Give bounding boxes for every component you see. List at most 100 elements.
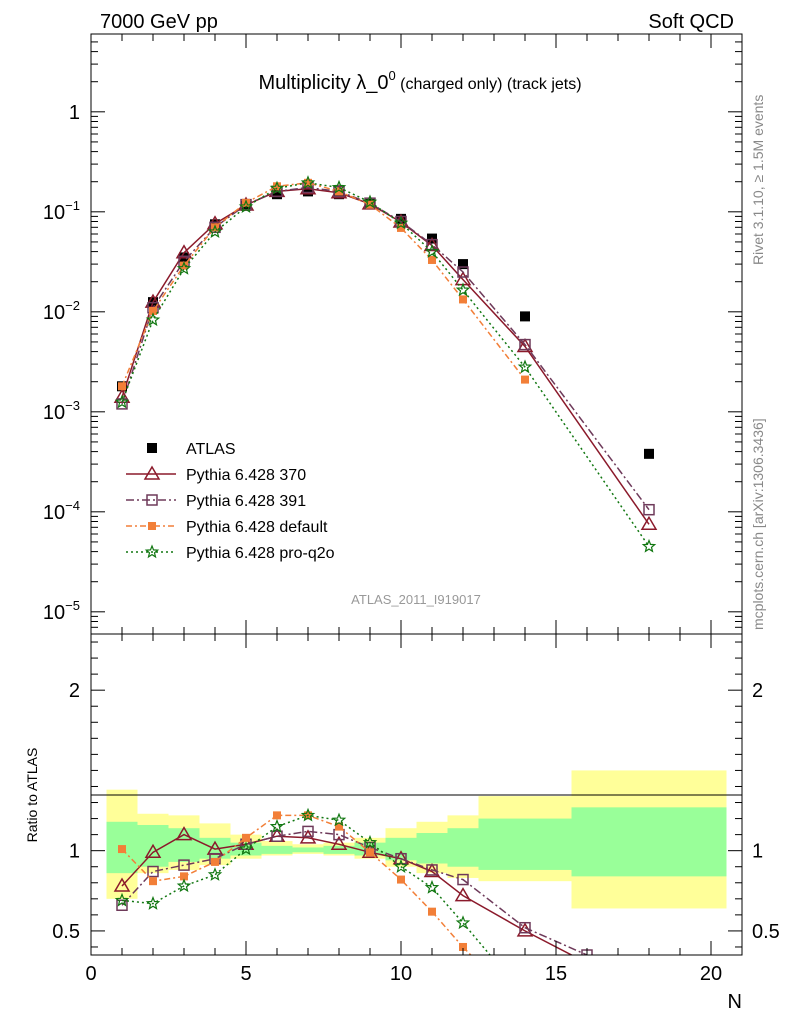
data-point (272, 189, 282, 200)
data-point (331, 179, 347, 194)
main-ytick-label: 10−1 (43, 198, 80, 224)
ratio-point (454, 887, 472, 902)
data-point (424, 243, 440, 258)
x-axis-label: N (728, 991, 742, 1013)
main-ytick-exp: −3 (65, 398, 80, 413)
main-ytick-label: 10−3 (43, 398, 80, 424)
band-inner (478, 818, 572, 870)
ratio-point (116, 899, 128, 911)
x-tick-label: 20 (700, 963, 722, 985)
main-ytick-base: 10 (43, 602, 65, 624)
mcplots-label: mcplots.cern.ch [arXiv:1306.3436] (750, 418, 766, 630)
ratio-ylabel: Ratio to ATLAS (24, 748, 40, 843)
ratio-series-clip (113, 807, 593, 955)
main-ytick-base: 1 (69, 102, 80, 124)
ratio-point (428, 907, 436, 916)
ratio-point (178, 859, 190, 871)
ratio-point (366, 848, 374, 857)
ratio-point (331, 812, 347, 827)
ratio-point (395, 852, 407, 865)
ratio-point (242, 833, 250, 842)
ratio-point (273, 811, 281, 820)
ratio-point (300, 807, 316, 822)
ratio-point (145, 895, 161, 910)
legend-label: Pythia 6.428 default (186, 519, 328, 536)
data-point (335, 187, 343, 196)
data-point (118, 382, 126, 391)
band-inner (292, 847, 324, 853)
title-sup: 0 (388, 68, 395, 83)
data-point (242, 198, 250, 207)
data-point (303, 186, 313, 197)
ratio-point (397, 875, 405, 884)
ratio-point (335, 822, 343, 831)
ratio-point (330, 835, 348, 851)
main-series (113, 175, 658, 553)
ratio-point (459, 942, 467, 951)
data-point (300, 175, 316, 190)
data-point (458, 259, 468, 270)
legend-marker (143, 465, 161, 480)
x-tick-label: 5 (240, 963, 251, 985)
main-ytick-base: 10 (43, 502, 65, 524)
data-point (114, 394, 130, 409)
x-tick-label: 0 (85, 963, 96, 985)
title-main: Multiplicity λ_0 (258, 72, 388, 94)
series-4 (114, 175, 657, 553)
data-point (520, 311, 530, 322)
main-title: Multiplicity λ_00 (charged only) (track … (258, 68, 581, 94)
data-point (521, 375, 529, 384)
ratio-point (238, 841, 254, 856)
ratio-frame (90, 633, 743, 956)
ratio-point (211, 857, 219, 866)
legend-label: Pythia 6.428 391 (186, 493, 306, 510)
data-point (333, 185, 345, 198)
series-3 (118, 178, 529, 391)
ratio-point (302, 825, 314, 838)
main-ytick-base: 10 (43, 202, 65, 224)
analysis-label: ATLAS_2011_I919017 (351, 592, 481, 607)
data-point (269, 180, 285, 195)
ratio-bands (106, 770, 727, 909)
title-tail: (charged only) (track jets) (396, 76, 582, 93)
legend-label: ATLAS (186, 441, 236, 458)
data-point (641, 538, 657, 553)
main-panel: 110−110−210−310−410−5 Multiplicity λ_00 … (43, 33, 743, 635)
legend-label: Pythia 6.428 370 (186, 467, 306, 484)
data-point (175, 244, 193, 259)
ratio-point (144, 843, 162, 859)
data-point (207, 224, 223, 239)
data-point (644, 448, 654, 459)
main-ytick-exp: −1 (65, 198, 80, 213)
main-ytick-exp: −2 (65, 298, 80, 313)
data-point (149, 306, 157, 315)
legend: ATLAS Pythia 6.428 370 Pythia 6.428 391 Pyt… (126, 441, 335, 562)
data-point (519, 338, 531, 351)
main-ytick-label: 10−5 (43, 598, 80, 624)
data-point (457, 266, 469, 278)
data-point (396, 213, 406, 224)
data-point (393, 215, 409, 230)
ratio-point (176, 878, 192, 893)
header-right: Soft QCD (648, 11, 734, 33)
data-point (116, 398, 128, 410)
ratio-point (114, 892, 130, 907)
band-inner (199, 837, 231, 859)
legend-marker (146, 494, 158, 506)
main-ticks: 110−110−210−310−410−5 (43, 33, 743, 635)
ratio-ytick-label-right: 1 (752, 841, 763, 863)
band-inner (447, 828, 479, 867)
band-inner (168, 828, 200, 862)
ratio-ytick-label-left: 2 (69, 680, 80, 702)
ratio-point (362, 834, 378, 849)
ratio-ytick-label-left: 0.5 (52, 921, 80, 943)
ratio-line (121, 814, 491, 955)
ratio-point (149, 877, 157, 886)
main-ytick-exp: −4 (65, 498, 80, 513)
data-point (428, 255, 436, 264)
ratio-point (118, 845, 126, 854)
ratio-point (147, 865, 159, 878)
data-point (145, 312, 161, 327)
data-point (640, 515, 658, 531)
